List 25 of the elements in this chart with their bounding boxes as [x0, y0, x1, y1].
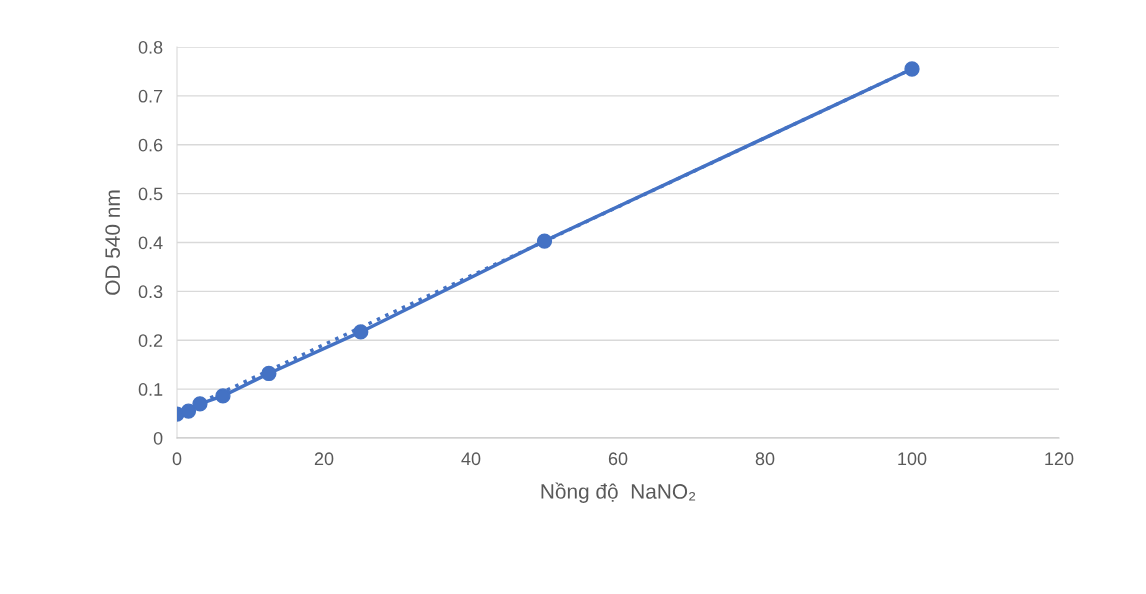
x-tick-label: 0	[172, 452, 182, 466]
y-tick-label: 0.6	[138, 138, 163, 152]
y-tick-label: 0.5	[138, 187, 163, 201]
point	[192, 396, 208, 412]
y-tick-label: 0.4	[138, 236, 163, 250]
x-tick-label: 80	[755, 452, 775, 466]
y-tick-label: 0.7	[138, 89, 163, 103]
y-axis-title: OD 540 nm	[105, 190, 121, 295]
y-tick-label: 0.3	[138, 285, 163, 299]
y-tick-label: 0.1	[138, 383, 163, 396]
point	[904, 61, 920, 77]
x-tick-label: 40	[461, 452, 481, 466]
x-axis-title: Nồng độ NaNO₂	[541, 482, 696, 503]
point	[353, 324, 369, 340]
y-tick-label: 0.8	[138, 40, 163, 54]
x-tick-label: 60	[608, 452, 628, 466]
y-tick-label: 0	[153, 431, 163, 445]
point	[215, 388, 231, 404]
point	[180, 403, 197, 419]
point	[261, 365, 277, 382]
x-tick-label: 20	[314, 452, 334, 466]
y-tick-label: 0.2	[138, 334, 163, 347]
x-tick-label: 120	[1045, 452, 1074, 466]
x-tick-label: 100	[898, 452, 927, 466]
point	[536, 233, 553, 249]
